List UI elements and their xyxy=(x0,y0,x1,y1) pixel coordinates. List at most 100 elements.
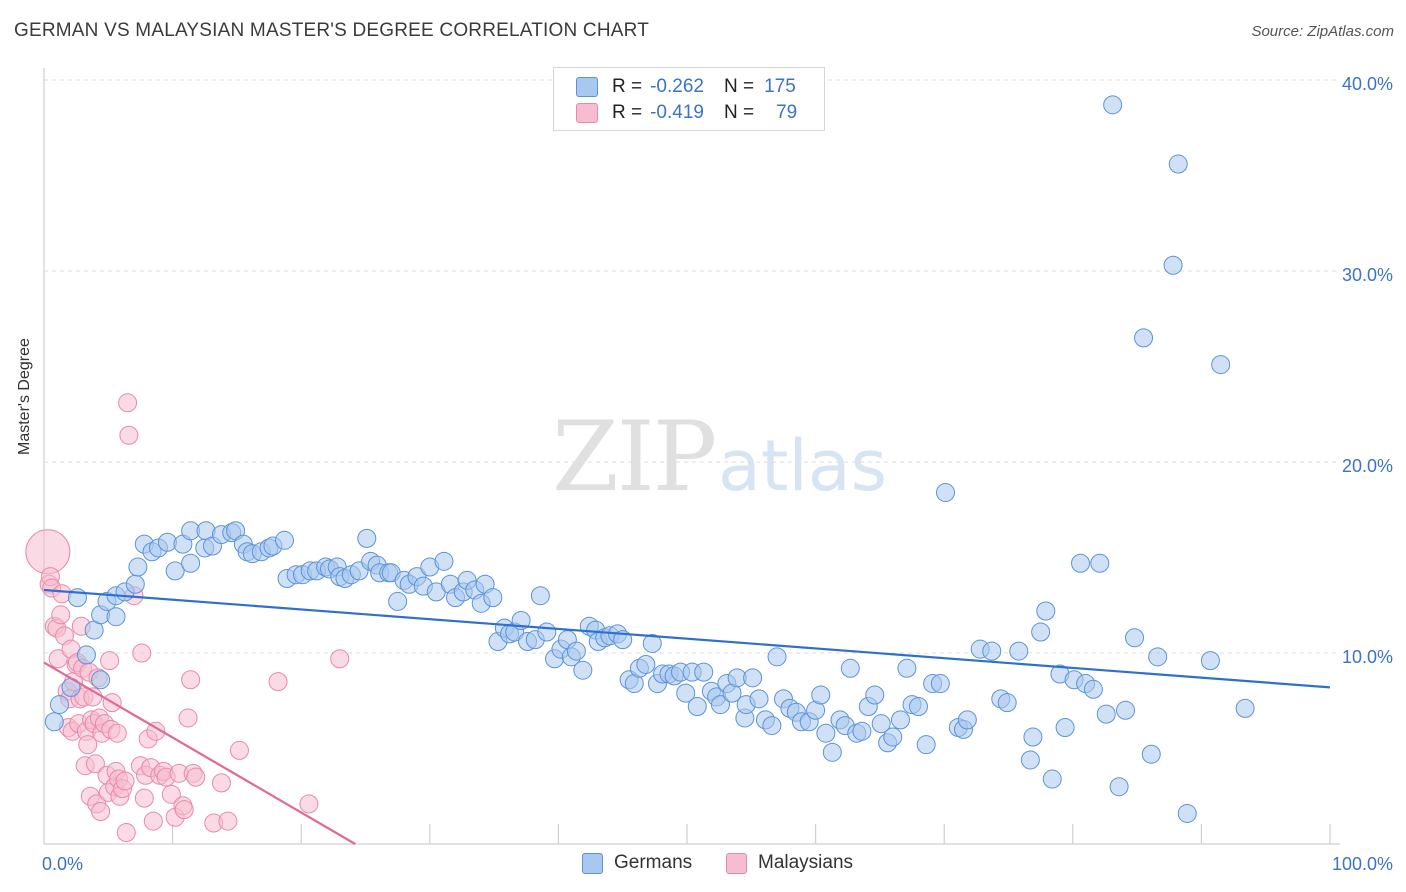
malaysian-point xyxy=(107,723,127,743)
german-point xyxy=(357,528,377,548)
german-swatch xyxy=(576,77,598,97)
y-tick-label-30: 30.0% xyxy=(1342,265,1393,285)
bottom-legend-germans: Germans xyxy=(582,852,692,874)
german-point xyxy=(908,696,928,716)
german-point xyxy=(1125,628,1145,648)
german-point xyxy=(1071,553,1091,573)
german-point xyxy=(165,561,185,581)
axes xyxy=(43,68,1340,845)
malaysian-point xyxy=(299,794,319,814)
malaysian-point xyxy=(143,811,163,831)
legend-box: R = -0.262 N = 175 R = -0.419 N = 79 xyxy=(553,67,825,131)
malaysian-point xyxy=(118,393,138,413)
german-point xyxy=(1134,328,1154,348)
german-point xyxy=(1009,641,1029,661)
german-point xyxy=(762,716,782,736)
malaysian-point xyxy=(51,605,71,625)
german-point xyxy=(957,710,977,730)
german-point xyxy=(1103,95,1123,115)
german-point xyxy=(434,551,454,571)
german-point xyxy=(76,645,96,665)
malaysian-point xyxy=(119,425,139,445)
malaysian-point xyxy=(186,767,206,787)
watermark: ZIP atlas xyxy=(552,401,887,513)
german-point xyxy=(1141,744,1161,764)
german-point xyxy=(1031,622,1051,642)
german-point xyxy=(1168,154,1188,174)
german-trend-line xyxy=(43,588,1331,689)
german-point xyxy=(1023,727,1043,747)
malaysian-point xyxy=(174,800,194,820)
bottom-legend-malaysians: Malaysians xyxy=(726,852,853,874)
german-point xyxy=(710,695,730,715)
malaysian-point xyxy=(91,802,111,822)
german-point xyxy=(676,683,696,703)
german-point xyxy=(1042,769,1062,789)
malaysian-point xyxy=(100,651,120,671)
malaysian-point xyxy=(178,708,198,728)
german-point xyxy=(767,647,787,667)
german-points xyxy=(44,95,1255,823)
malaysian-r-label: R = xyxy=(612,102,643,123)
german-point xyxy=(749,689,769,709)
bottom-legend: Germans Malaysians xyxy=(0,852,1406,878)
german-point xyxy=(930,674,950,694)
german-point xyxy=(1020,750,1040,770)
german-point xyxy=(1036,601,1056,621)
german-point xyxy=(1116,700,1136,720)
german-point xyxy=(852,721,872,741)
german-point xyxy=(1200,651,1220,671)
german-point xyxy=(530,586,550,606)
grid-lines xyxy=(44,79,1340,654)
german-point xyxy=(840,658,860,678)
german-point xyxy=(483,588,503,608)
german-point xyxy=(822,742,842,762)
german-point xyxy=(883,727,903,747)
y-tick-label-40: 40.0% xyxy=(1342,74,1393,94)
watermark-zip: ZIP xyxy=(552,401,715,513)
malaysian-point xyxy=(181,670,201,690)
german-point xyxy=(388,591,408,611)
german-point xyxy=(1083,679,1103,699)
malaysian-point xyxy=(146,721,166,741)
german-point xyxy=(1148,647,1168,667)
german-point xyxy=(128,557,148,577)
german-point xyxy=(573,660,593,680)
malaysian-n-value: 79 xyxy=(776,102,798,123)
german-point xyxy=(816,723,836,743)
malaysian-point xyxy=(115,771,135,791)
german-point xyxy=(1096,704,1116,724)
german-point xyxy=(125,574,145,594)
malaysian-trend-line xyxy=(43,661,356,845)
malaysian-point xyxy=(330,649,350,669)
german-point xyxy=(687,696,707,716)
germans-swatch xyxy=(582,852,603,874)
malaysian-point xyxy=(48,649,68,669)
y-tick-label-10: 10.0% xyxy=(1342,647,1393,667)
malaysian-point xyxy=(211,773,231,793)
german-r-value: -0.262 xyxy=(650,76,704,97)
german-point xyxy=(811,685,831,705)
malaysian-n-label: N = xyxy=(723,102,755,123)
malaysians-label: Malaysians xyxy=(758,852,854,873)
malaysian-point xyxy=(85,754,105,774)
german-point xyxy=(743,668,763,688)
malaysian-point xyxy=(134,788,154,808)
german-point xyxy=(49,695,69,715)
malaysian-swatch xyxy=(576,103,598,123)
malaysian-point xyxy=(116,823,136,843)
source-label: Source: ZipAtlas.com xyxy=(1251,23,1394,40)
german-n-value: 175 xyxy=(764,76,796,97)
german-point xyxy=(1109,777,1129,797)
german-point xyxy=(1090,553,1110,573)
german-point xyxy=(1177,803,1197,823)
x-tick-label-end: 100.0% xyxy=(1332,854,1393,874)
trend-lines xyxy=(43,588,1331,845)
malaysian-point xyxy=(25,529,71,575)
german-point xyxy=(982,641,1002,661)
german-point xyxy=(1211,355,1231,375)
german-point xyxy=(566,641,586,661)
german-point xyxy=(997,693,1017,713)
german-n-label: N = xyxy=(723,76,755,97)
